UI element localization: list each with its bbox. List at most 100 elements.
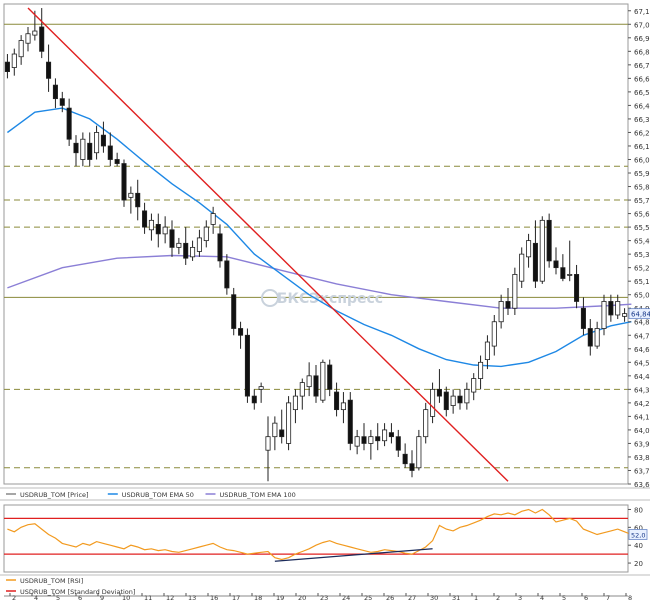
candle-body (587, 328, 593, 347)
candle-body (231, 294, 237, 329)
y-tick-label: 64,5 (634, 359, 650, 367)
candle (231, 287, 237, 336)
candle (217, 224, 223, 268)
candle-body (526, 240, 532, 258)
candle-body (176, 242, 182, 248)
candle-body (80, 138, 86, 160)
rsi-legend-label: USDRUB_TOM [RSI] (20, 577, 83, 585)
y-tick-label: 64,0 (634, 427, 650, 435)
y-tick-label: 66,8 (634, 48, 650, 56)
y-tick-label: 65,1 (634, 278, 650, 286)
x-tick-label: 19 (276, 594, 284, 600)
candle-body (375, 436, 381, 442)
candle (615, 294, 621, 320)
candle-body (532, 242, 538, 282)
candle (320, 359, 326, 403)
candle (25, 26, 31, 52)
x-tick-label: 25 (364, 594, 372, 600)
candle (128, 186, 134, 214)
candle (457, 389, 463, 410)
candle-body (409, 463, 415, 471)
x-tick-label: 2 (12, 594, 16, 600)
candle-body (320, 361, 326, 401)
candle (251, 389, 257, 410)
candle-body (416, 436, 422, 469)
y-tick-label: 63,8 (634, 454, 650, 462)
rsi-last-label: 52,0 (631, 531, 645, 539)
candle (532, 220, 538, 288)
candle-body (567, 274, 573, 276)
x-tick-label: 9 (100, 594, 104, 600)
candle (443, 386, 449, 417)
candle-body (265, 436, 271, 451)
candle (238, 321, 244, 349)
candle (94, 125, 100, 160)
x-tick-label: 5 (562, 594, 566, 600)
candle (471, 373, 477, 401)
candle-body (135, 192, 141, 208)
candle (66, 98, 72, 146)
candle (52, 78, 58, 109)
candle (567, 240, 573, 282)
candle-body (32, 30, 38, 36)
candle-body (608, 301, 614, 316)
candle (292, 389, 298, 424)
candle (176, 237, 182, 255)
y-tick-label: 65,7 (634, 197, 650, 205)
candle-body (162, 226, 168, 235)
candle (46, 44, 52, 92)
candle-body (423, 409, 429, 438)
ema100-line (7, 254, 632, 309)
x-tick-label: 13 (188, 594, 196, 600)
y-tick-label: 64,6 (634, 346, 650, 354)
legend-label: USDRUB_TOM [Price] (20, 491, 89, 499)
candle-body (251, 395, 257, 404)
candle-body (450, 395, 456, 406)
legend-item: USDRUB_TOM EMA 50 (107, 491, 194, 499)
candle (148, 213, 154, 241)
candle-body (94, 132, 100, 154)
candle-body (402, 453, 408, 465)
candle-body (546, 219, 552, 262)
candle (464, 382, 470, 410)
candle (430, 382, 436, 424)
candle-body (347, 399, 353, 444)
candle (553, 247, 559, 275)
candle-body (224, 260, 230, 289)
candle (313, 365, 319, 403)
y-tick-label: 67,1 (634, 8, 650, 16)
candle-body (73, 142, 79, 154)
x-tick-label: 3 (518, 594, 522, 600)
x-tick-label: 8 (628, 594, 632, 600)
candle (299, 378, 305, 410)
x-tick-label: 18 (254, 594, 262, 600)
candle-body (11, 53, 17, 68)
candle (354, 429, 360, 455)
candle-body (498, 301, 504, 323)
candle (484, 335, 490, 370)
candle (491, 314, 497, 356)
watermark-text: БКСЭкспресс (277, 291, 383, 307)
candle (388, 423, 394, 444)
candle (526, 233, 532, 268)
x-tick-label: 24 (342, 594, 350, 600)
candle-body (395, 436, 401, 451)
candle-body (430, 388, 436, 417)
candle-body (238, 328, 244, 336)
rsi-legend-label: USDRUB_TOM [Standard Deviation] (20, 588, 135, 596)
x-tick-label: 6 (78, 594, 82, 600)
candle (546, 213, 552, 268)
candle-body (388, 432, 394, 438)
candle (327, 359, 333, 397)
candle-body (601, 301, 607, 329)
y-tick-label: 64,8 (634, 319, 650, 327)
legend-item: USDRUB_TOM EMA 100 (205, 491, 296, 499)
candle (498, 294, 504, 329)
candle-body (361, 436, 367, 444)
candle (59, 91, 65, 113)
candle-body (457, 395, 463, 404)
candle (601, 294, 607, 336)
candle-body (512, 274, 518, 309)
candle (361, 423, 367, 451)
candle-body (66, 107, 72, 140)
